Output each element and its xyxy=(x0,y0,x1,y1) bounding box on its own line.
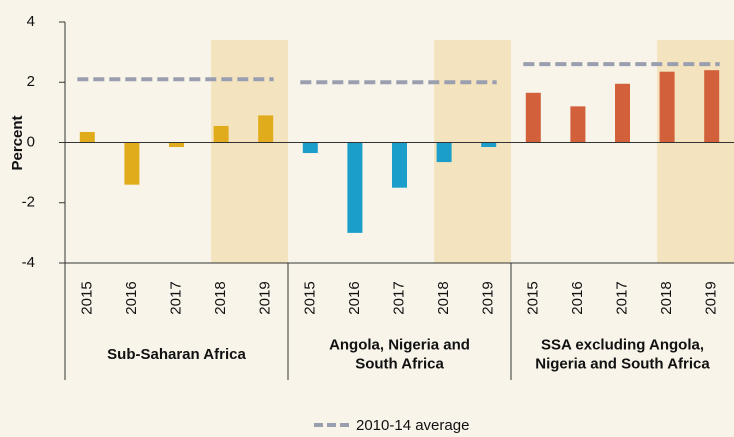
x-tick-label: 2019 xyxy=(703,281,720,314)
bar xyxy=(704,70,720,143)
group-label: Nigeria and South Africa xyxy=(535,355,710,372)
bar xyxy=(302,142,318,154)
x-tick-label: 2017 xyxy=(167,281,184,314)
y-tick-label: 4 xyxy=(27,13,35,30)
background-layer xyxy=(211,40,734,263)
x-tick-label: 2018 xyxy=(435,281,452,314)
x-tick-label: 2019 xyxy=(480,281,497,314)
x-tick-label: 2016 xyxy=(569,281,586,314)
y-tick-label: -2 xyxy=(22,194,35,211)
bar xyxy=(525,92,541,143)
group-label: South Africa xyxy=(355,355,444,372)
x-tick-label: 2016 xyxy=(123,281,140,314)
x-tick-label: 2016 xyxy=(346,281,363,314)
x-tick-label: 2015 xyxy=(78,281,95,314)
highlight-band xyxy=(211,40,288,263)
y-tick-label: 2 xyxy=(27,73,35,90)
group-label: Sub-Saharan Africa xyxy=(107,346,246,363)
x-tick-label: 2015 xyxy=(301,281,318,314)
x-tick-label: 2015 xyxy=(524,281,541,314)
x-tick-label: 2017 xyxy=(613,281,630,314)
bar xyxy=(124,142,140,185)
group-label: SSA excluding Angola, xyxy=(541,336,704,353)
x-tick-label: 2017 xyxy=(390,281,407,314)
bar xyxy=(615,83,630,143)
bar xyxy=(436,142,452,163)
bar xyxy=(392,142,407,188)
bar xyxy=(347,142,363,233)
bar xyxy=(258,115,274,143)
bar-layer xyxy=(77,62,720,233)
bar xyxy=(570,106,586,143)
bar xyxy=(169,142,184,148)
bar xyxy=(659,71,675,143)
y-axis-label: Percent xyxy=(9,115,26,170)
x-tick-label: 2019 xyxy=(257,281,274,314)
x-tick-label: 2018 xyxy=(212,281,229,314)
y-tick-label: -4 xyxy=(22,254,35,271)
bar xyxy=(213,125,229,143)
y-tick-label: 0 xyxy=(27,133,35,150)
x-tick-label: 2018 xyxy=(658,281,675,314)
legend-label: 2010-14 average xyxy=(356,417,469,434)
bar xyxy=(79,131,95,143)
group-label: Angola, Nigeria and xyxy=(329,336,470,353)
bar xyxy=(481,142,497,148)
